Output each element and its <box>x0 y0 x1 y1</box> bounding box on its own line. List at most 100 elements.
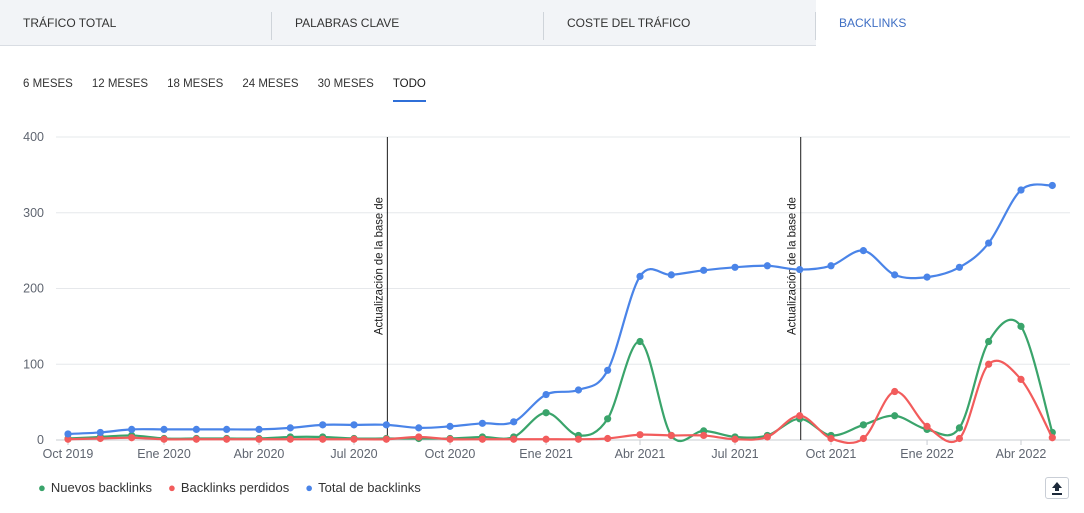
data-point <box>192 435 200 443</box>
legend-dot-icon: ● <box>168 480 176 495</box>
data-point <box>223 425 231 433</box>
data-point <box>636 272 644 280</box>
tab-divider <box>271 12 272 40</box>
period-todo[interactable]: TODO <box>392 76 426 102</box>
period-24-meses[interactable]: 24 MESES <box>242 78 299 90</box>
legend-item-nuevos[interactable]: ● Nuevos backlinks <box>38 480 152 495</box>
data-point <box>763 433 771 441</box>
backlinks-line-chart: 0 100 200 300 400 Oct 2019 Ene 2020 Abr 2020 Jul… <box>23 130 1070 461</box>
data-point <box>96 428 104 437</box>
data-point <box>955 263 964 271</box>
export-button[interactable] <box>1045 477 1069 499</box>
legend-dot-icon: ● <box>38 480 46 495</box>
data-point <box>286 435 294 443</box>
period-selector: 6 MESES 12 MESES 18 MESES 24 MESES 30 ME… <box>23 76 445 102</box>
data-point <box>827 262 835 270</box>
period-12-meses[interactable]: 12 MESES <box>91 78 149 90</box>
tab-label: TRÁFICO TOTAL <box>23 16 117 30</box>
x-tick-label: Oct 2019 <box>43 447 94 461</box>
data-point <box>64 430 72 438</box>
tab-divider <box>815 12 816 40</box>
data-point <box>827 434 835 443</box>
data-point <box>255 435 263 443</box>
data-point <box>731 263 739 271</box>
data-point <box>319 421 327 429</box>
tab-backlinks[interactable]: BACKLINKS <box>816 0 1084 46</box>
data-point <box>667 431 675 440</box>
data-point <box>891 271 899 279</box>
data-point <box>636 337 644 346</box>
data-point <box>1017 186 1025 194</box>
x-tick-label: Ene 2021 <box>519 447 573 461</box>
legend-label: Total de backlinks <box>318 480 421 495</box>
data-point <box>859 421 867 429</box>
data-point <box>1048 434 1056 442</box>
period-30-meses[interactable]: 30 MESES <box>317 78 374 90</box>
data-point <box>96 434 104 443</box>
legend-label: Nuevos backlinks <box>50 480 153 495</box>
y-tick-label: 400 <box>23 130 44 144</box>
data-point <box>255 425 263 433</box>
tab-label: COSTE DEL TRÁFICO <box>567 16 691 30</box>
data-point <box>604 366 612 374</box>
data-point <box>478 435 486 443</box>
data-point <box>350 421 358 429</box>
tab-palabras-clave[interactable]: PALABRAS CLAVE <box>272 0 544 46</box>
data-point <box>1017 375 1025 383</box>
data-point <box>636 431 644 439</box>
data-point <box>286 424 294 432</box>
tab-bar: TRÁFICO TOTAL PALABRAS CLAVE COSTE DEL T… <box>0 0 1084 47</box>
y-tick-label: 100 <box>23 357 44 371</box>
data-point <box>891 412 899 420</box>
tab-trafico-total[interactable]: TRÁFICO TOTAL <box>0 0 272 46</box>
period-6-meses[interactable]: 6 MESES <box>23 78 73 90</box>
period-18-meses[interactable]: 18 MESES <box>167 78 224 90</box>
x-tick-label: Oct 2021 <box>806 447 857 461</box>
x-tick-label: Ene 2022 <box>900 447 954 461</box>
data-point <box>1048 181 1056 190</box>
series-line-2 <box>67 183 1053 436</box>
legend-dot-icon: ● <box>305 480 314 495</box>
data-point <box>319 435 327 443</box>
data-point <box>796 265 804 274</box>
data-point <box>923 273 931 281</box>
data-point <box>763 262 771 270</box>
chart-legend: ● Nuevos backlinks ● Backlinks perdidos … <box>38 480 437 495</box>
x-tick-label: Jul 2021 <box>711 447 758 461</box>
data-point <box>731 435 739 443</box>
legend-item-total[interactable]: ● Total de backlinks <box>305 480 420 495</box>
export-icon <box>1052 482 1062 495</box>
data-point <box>985 239 993 247</box>
data-point <box>382 421 390 429</box>
data-point <box>478 419 486 427</box>
data-point <box>160 425 168 433</box>
data-point <box>160 435 168 443</box>
tab-divider <box>543 12 544 40</box>
data-point <box>985 337 993 346</box>
data-point <box>415 424 423 432</box>
data-point <box>1017 322 1025 330</box>
data-point <box>223 435 231 443</box>
data-point <box>446 435 454 443</box>
data-point <box>985 360 993 368</box>
legend-item-perdidos[interactable]: ● Backlinks perdidos <box>168 480 289 495</box>
data-point <box>64 435 72 443</box>
data-point <box>700 431 708 440</box>
x-tick-label: Abr 2021 <box>615 447 666 461</box>
series-line-1 <box>67 359 1054 445</box>
data-point <box>859 247 867 255</box>
tab-label: PALABRAS CLAVE <box>295 16 400 30</box>
data-point <box>891 387 899 396</box>
annotation-label: Actualización de la base de <box>371 197 385 335</box>
tab-label: BACKLINKS <box>839 16 907 30</box>
data-point <box>955 424 964 432</box>
tab-coste-trafico[interactable]: COSTE DEL TRÁFICO <box>544 0 816 46</box>
series-line-0 <box>67 318 1054 443</box>
data-point <box>604 415 612 423</box>
x-tick-label: Abr 2020 <box>234 447 285 461</box>
x-tick-label: Ene 2020 <box>137 447 191 461</box>
data-point <box>542 390 550 399</box>
y-tick-label: 300 <box>23 206 44 220</box>
data-point <box>604 434 612 443</box>
data-point <box>796 412 804 420</box>
